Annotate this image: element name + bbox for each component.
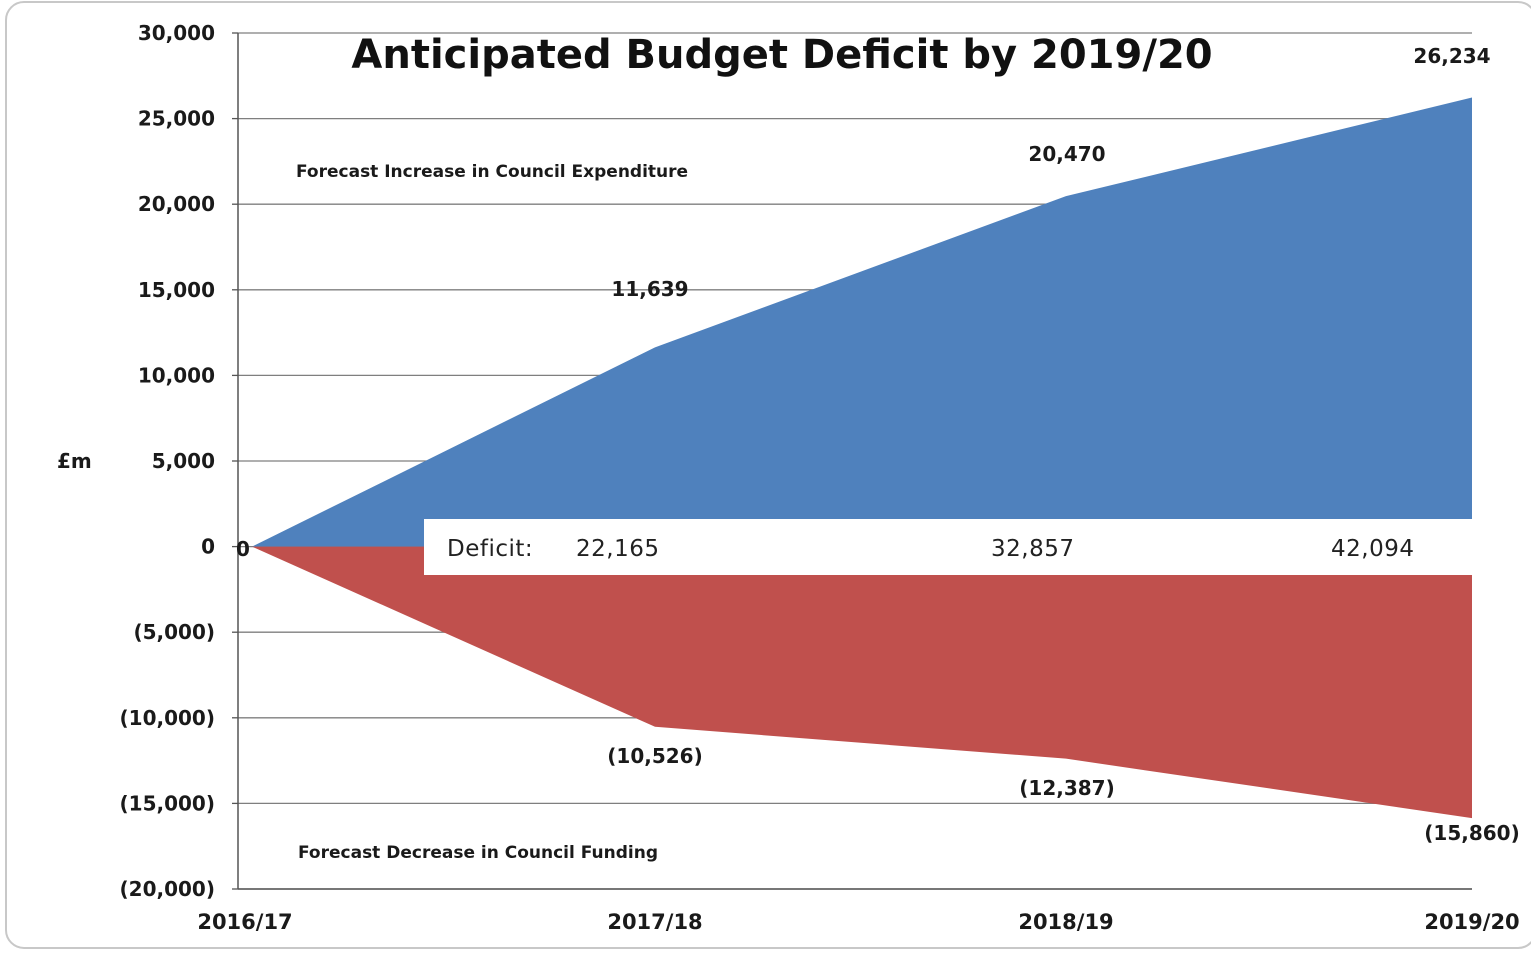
expenditure-data-label: 11,639 xyxy=(611,277,688,301)
y-tick-label: 15,000 xyxy=(138,278,215,302)
funding-data-label: (12,387) xyxy=(1019,776,1114,800)
y-tick-label: (15,000) xyxy=(120,791,215,815)
expenditure-data-label: 20,470 xyxy=(1028,142,1105,166)
expenditure-data-label: 26,234 xyxy=(1413,44,1490,68)
y-axis-label: £m xyxy=(57,449,92,473)
y-tick-label: 25,000 xyxy=(138,107,215,131)
y-tick-label: (20,000) xyxy=(120,877,215,901)
chart-title: Anticipated Budget Deficit by 2019/20 xyxy=(351,32,1212,78)
x-tick-label: 2016/17 xyxy=(197,910,292,934)
y-tick-label: 30,000 xyxy=(138,21,215,45)
y-tick-label: 10,000 xyxy=(138,363,215,387)
expenditure-data-label: 0 xyxy=(236,537,250,561)
area-series xyxy=(252,97,1472,819)
funding-area xyxy=(252,546,1472,819)
deficit-band xyxy=(424,519,1472,575)
y-tick-label: (5,000) xyxy=(133,620,215,644)
deficit-value: 32,857 xyxy=(991,536,1074,562)
y-tick-label: 5,000 xyxy=(152,449,215,473)
deficit-value: 22,165 xyxy=(576,536,659,562)
funding-data-label: (10,526) xyxy=(607,744,702,768)
deficit-value: 42,094 xyxy=(1331,536,1414,562)
axes xyxy=(232,32,1472,890)
chart-border xyxy=(5,1,1531,949)
x-tick-label: 2019/20 xyxy=(1424,910,1519,934)
deficit-label: Deficit: xyxy=(447,536,533,562)
x-tick-label: 2018/19 xyxy=(1018,910,1113,934)
y-tick-label: 0 xyxy=(201,535,215,559)
funding-data-label: (15,860) xyxy=(1424,821,1519,845)
x-tick-label: 2017/18 xyxy=(607,910,702,934)
annotation-top: Forecast Increase in Council Expenditure xyxy=(296,162,688,182)
data-labels: 0 11,639 20,470 26,234 (10,526) (12,387) (15,8… xyxy=(236,44,1520,845)
y-tick-label: (10,000) xyxy=(120,706,215,730)
tick-labels: 30,000 25,000 20,000 15,000 10,000 5,000 0 (5,0… xyxy=(120,21,1520,934)
y-tick-label: 20,000 xyxy=(138,192,215,216)
expenditure-area xyxy=(252,97,1472,547)
annotation-bottom: Forecast Decrease in Council Funding xyxy=(298,843,658,863)
